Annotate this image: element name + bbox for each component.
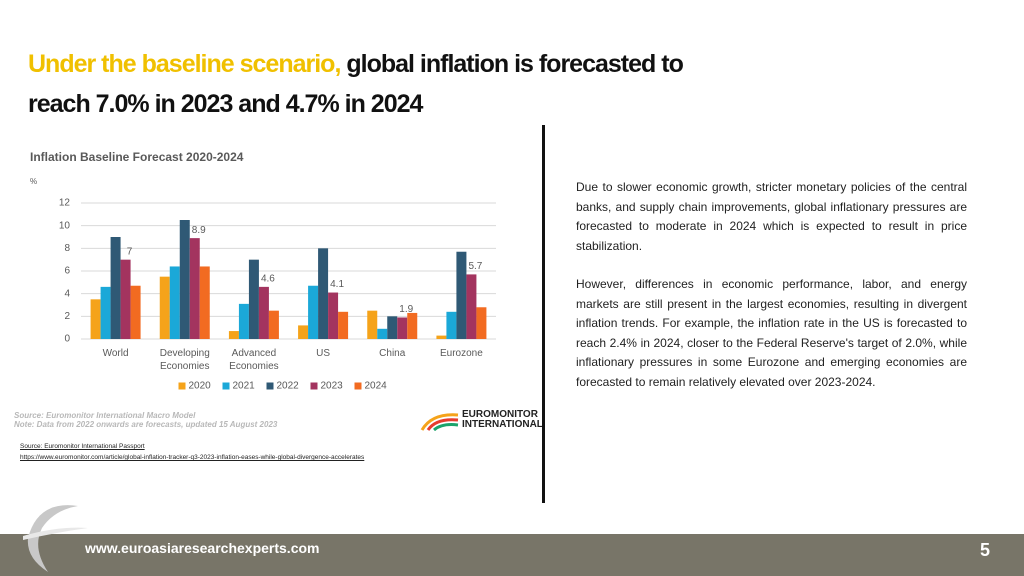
- bar: [90, 299, 101, 339]
- bar: [466, 274, 477, 339]
- x-tick-label: US: [316, 348, 331, 359]
- paragraph: However, differences in economic perform…: [576, 277, 967, 389]
- y-tick-label: 6: [64, 266, 70, 277]
- chart-title: Inflation Baseline Forecast 2020-2024: [30, 150, 244, 164]
- bar: [446, 311, 457, 339]
- footer: www.euroasiaresearchexperts.com 5: [0, 534, 1024, 576]
- bar: [179, 220, 190, 339]
- bar: [130, 285, 141, 339]
- bar: [407, 312, 418, 339]
- page-number: 5: [980, 540, 991, 560]
- chart-note: Source: Euromonitor International Macro …: [14, 411, 196, 420]
- bar: [308, 285, 319, 339]
- legend-label: 2024: [365, 381, 388, 392]
- source-link[interactable]: https://www.euromonitor.com/article/glob…: [20, 454, 365, 461]
- x-tick-label: Developing Economies: [159, 348, 210, 372]
- chart-note: Note: Data from 2022 onwards are forecas…: [14, 420, 278, 429]
- bar: [298, 325, 309, 339]
- legend-swatch: [178, 382, 186, 390]
- paragraph: Due to slower economic growth, stricter …: [576, 180, 967, 253]
- logo: EUROMONITOR INTERNATIONAL: [420, 410, 543, 432]
- bar: [268, 310, 279, 339]
- bar: [110, 237, 121, 339]
- bar: [228, 331, 239, 339]
- bar: [159, 276, 170, 339]
- bar: [456, 251, 467, 339]
- logo-text: EUROMONITOR INTERNATIONAL: [462, 410, 543, 430]
- bar: [258, 286, 269, 339]
- sources: Source: Euromonitor International Passpo…: [20, 441, 364, 463]
- bar: [199, 266, 210, 339]
- logo-icon: [420, 413, 459, 431]
- bar: [338, 311, 349, 339]
- legend-swatch: [310, 382, 318, 390]
- legend-label: 2022: [277, 381, 300, 392]
- bar: [120, 259, 131, 339]
- bar: [238, 303, 249, 339]
- data-label: 8.9: [192, 225, 206, 236]
- legend-label: 2023: [321, 381, 344, 392]
- divider: [542, 125, 545, 503]
- bar: [397, 317, 408, 339]
- x-tick-label: Eurozone: [440, 348, 483, 359]
- y-tick-label: 2: [64, 311, 70, 322]
- footer-url[interactable]: www.euroasiaresearchexperts.com: [85, 540, 320, 556]
- bar: [169, 266, 180, 339]
- y-tick-label: 4: [64, 288, 70, 299]
- legend-label: 2021: [233, 381, 256, 392]
- bar: [476, 307, 487, 339]
- slide-title: Under the baseline scenario, global infl…: [28, 44, 748, 124]
- bar: [189, 238, 200, 339]
- y-tick-label: 12: [59, 198, 71, 209]
- body-text: Due to slower economic growth, stricter …: [576, 178, 967, 411]
- bar: [377, 328, 388, 339]
- legend-swatch: [354, 382, 362, 390]
- bar: [248, 259, 259, 339]
- legend-swatch: [266, 382, 274, 390]
- data-label: 7: [127, 246, 133, 257]
- legend-swatch: [222, 382, 230, 390]
- y-tick-label: 8: [64, 243, 70, 254]
- data-label: 5.7: [468, 261, 482, 272]
- bar: [387, 316, 398, 339]
- legend-label: 2020: [189, 381, 212, 392]
- data-label: 4.6: [261, 274, 275, 285]
- y-axis-label: %: [30, 177, 37, 186]
- title-highlight: Under the baseline scenario,: [28, 50, 341, 78]
- data-label: 4.1: [330, 279, 344, 290]
- x-tick-label: Advanced Economies: [229, 348, 279, 372]
- data-label: 1.9: [399, 304, 413, 315]
- logo-line: INTERNATIONAL: [462, 419, 543, 430]
- title-rest: global inflation is forecasted to reach …: [28, 50, 684, 118]
- bar: [367, 310, 378, 339]
- source: Source: Euromonitor International Passpo…: [20, 443, 145, 450]
- x-tick-label: World: [102, 348, 129, 359]
- chart: Inflation Baseline Forecast 2020-2024 % …: [30, 150, 496, 392]
- logo-line: EUROMONITOR: [462, 409, 538, 420]
- chart-notes: Source: Euromonitor International Macro …: [14, 411, 277, 429]
- y-tick-label: 0: [64, 334, 70, 345]
- bar: [100, 286, 111, 339]
- footer-logo: [23, 505, 88, 572]
- bar: [318, 248, 329, 339]
- bar: [436, 335, 447, 339]
- bar: [328, 292, 339, 339]
- y-tick-label: 10: [59, 220, 71, 231]
- x-tick-label: China: [379, 348, 406, 359]
